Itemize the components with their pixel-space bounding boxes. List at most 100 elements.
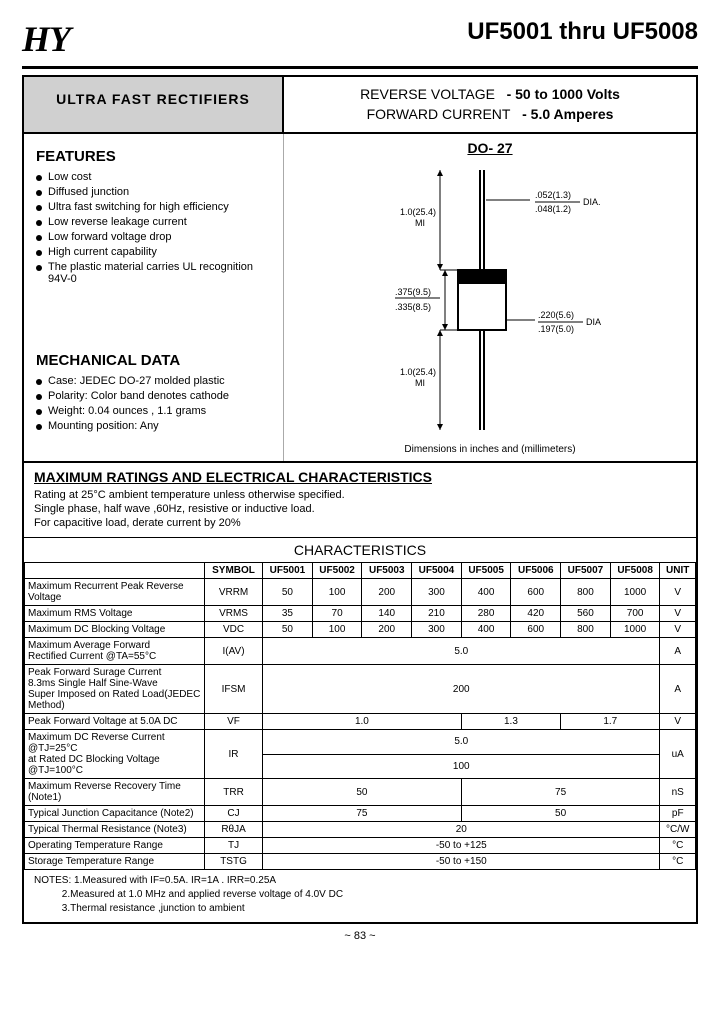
cell: 35 [263, 606, 313, 622]
cell: 400 [461, 622, 511, 638]
cell: -50 to +125 [263, 838, 660, 854]
main-frame: ULTRA FAST RECTIFIERS REVERSE VOLTAGE - … [22, 75, 698, 924]
cell: 400 [461, 579, 511, 606]
cell: V [660, 622, 696, 638]
cell: 300 [412, 622, 462, 638]
notes-prefix: NOTES: [34, 875, 71, 886]
row-label: Operating Temperature Range [25, 838, 205, 854]
product-type-box: ULTRA FAST RECTIFIERS [24, 77, 284, 134]
cell: 1.7 [561, 714, 660, 730]
page: HY UF5001 thru UF5008 ULTRA FAST RECTIFI… [0, 0, 720, 960]
cell: 420 [511, 606, 561, 622]
col-header: UF5008 [610, 563, 660, 579]
cell: 1000 [610, 622, 660, 638]
cell: 560 [561, 606, 611, 622]
cell: 1000 [610, 579, 660, 606]
max-line: Rating at 25°C ambient temperature unles… [34, 489, 686, 501]
lead-dia-suffix: DIA. [583, 197, 601, 207]
cell: 300 [412, 579, 462, 606]
package-diagram: .052(1.3) .048(1.2) DIA. 1.0(25.4) MI [340, 160, 640, 440]
cell: 600 [511, 579, 561, 606]
cell: nS [660, 779, 696, 806]
col-header: UF5005 [461, 563, 511, 579]
features-heading: FEATURES [36, 148, 273, 165]
body-dia-bot: .197(5.0) [538, 324, 574, 334]
table-row: Typical Thermal Resistance (Note3)RθJA20… [25, 822, 696, 838]
characteristics-table: SYMBOLUF5001UF5002UF5003UF5004UF5005UF50… [24, 562, 696, 870]
cell: 5.0 [263, 730, 660, 755]
max-ratings-block: MAXIMUM RATINGS AND ELECTRICAL CHARACTER… [24, 461, 696, 537]
cell: CJ [205, 806, 263, 822]
cell: 5.0 [263, 638, 660, 665]
fwd-cur-label: FORWARD CURRENT [367, 106, 511, 122]
row-label: Maximum DC Blocking Voltage [25, 622, 205, 638]
lead-dia-top: .052(1.3) [535, 190, 571, 200]
rev-volt-label: REVERSE VOLTAGE [360, 86, 495, 102]
note-item: 2.Measured at 1.0 MHz and applied revers… [62, 889, 343, 900]
cell: 100 [312, 622, 362, 638]
col-header: UF5002 [312, 563, 362, 579]
note-item: 1.Measured with IF=0.5A. IR=1A . IRR=0.2… [74, 875, 276, 886]
cell: 100 [263, 754, 660, 779]
feature-item: Low forward voltage drop [36, 231, 273, 243]
cell: 600 [511, 622, 561, 638]
table-row: Maximum DC Reverse Current @TJ=25°C at R… [25, 730, 696, 755]
cell: VRMS [205, 606, 263, 622]
logo: HY [22, 18, 70, 60]
cell: A [660, 638, 696, 665]
lead-len-top: 1.0(25.4) [400, 207, 436, 217]
right-column: DO- 27 .052(1.3) .048(1.2) DI [284, 134, 696, 461]
features-list: Low costDiffused junctionUltra fast swit… [36, 171, 273, 285]
feature-item: Low reverse leakage current [36, 216, 273, 228]
mech-item: Mounting position: Any [36, 420, 273, 432]
table-row: Typical Junction Capacitance (Note2)CJ75… [25, 806, 696, 822]
mech-list: Case: JEDEC DO-27 molded plasticPolarity… [36, 375, 273, 432]
mech-item: Weight: 0.04 ounces , 1.1 grams [36, 405, 273, 417]
col-header: UF5003 [362, 563, 412, 579]
svg-text:MI: MI [415, 218, 425, 228]
cell: °C [660, 838, 696, 854]
cell: uA [660, 730, 696, 779]
table-row: Peak Forward Voltage at 5.0A DCVF1.01.31… [25, 714, 696, 730]
cell: 1.3 [461, 714, 560, 730]
body-dia-suffix: DIA [586, 317, 601, 327]
table-header-row: SYMBOLUF5001UF5002UF5003UF5004UF5005UF50… [25, 563, 696, 579]
col-header: UF5006 [511, 563, 561, 579]
table-row: Maximum RMS VoltageVRMS35701402102804205… [25, 606, 696, 622]
lead-len-bot: 1.0(25.4) [400, 367, 436, 377]
package-name: DO- 27 [290, 140, 690, 156]
notes-items: 1.Measured with IF=0.5A. IR=1A . IRR=0.2… [34, 875, 343, 914]
cell: 1.0 [263, 714, 462, 730]
cell: 200 [362, 622, 412, 638]
cell: 800 [561, 622, 611, 638]
mech-heading: MECHANICAL DATA [36, 352, 273, 369]
row-label: Typical Thermal Resistance (Note3) [25, 822, 205, 838]
svg-text:MI: MI [415, 378, 425, 388]
notes-block: NOTES: 1.Measured with IF=0.5A. IR=1A . … [24, 870, 696, 922]
left-column: FEATURES Low costDiffused junctionUltra … [24, 134, 284, 461]
table-body: Maximum Recurrent Peak Reverse VoltageVR… [25, 579, 696, 870]
cell: -50 to +150 [263, 854, 660, 870]
cell: I(AV) [205, 638, 263, 665]
cell: IFSM [205, 665, 263, 714]
cell: TRR [205, 779, 263, 806]
table-row: Maximum Average Forward Rectified Curren… [25, 638, 696, 665]
body-dia-top: .220(5.6) [538, 310, 574, 320]
cell: °C [660, 854, 696, 870]
cell: 210 [412, 606, 462, 622]
cell: 20 [263, 822, 660, 838]
page-number: ~ 83 ~ [22, 930, 698, 942]
row-label: Storage Temperature Range [25, 854, 205, 870]
col-label [25, 563, 205, 579]
cell: TSTG [205, 854, 263, 870]
part-number-title: UF5001 thru UF5008 [467, 18, 698, 46]
cell: VDC [205, 622, 263, 638]
cell: VF [205, 714, 263, 730]
col-header: UF5001 [263, 563, 313, 579]
cell: pF [660, 806, 696, 822]
cell: 140 [362, 606, 412, 622]
cell: 50 [461, 806, 660, 822]
cell: 700 [610, 606, 660, 622]
row-label: Maximum DC Reverse Current @TJ=25°C at R… [25, 730, 205, 779]
cell: 200 [362, 579, 412, 606]
